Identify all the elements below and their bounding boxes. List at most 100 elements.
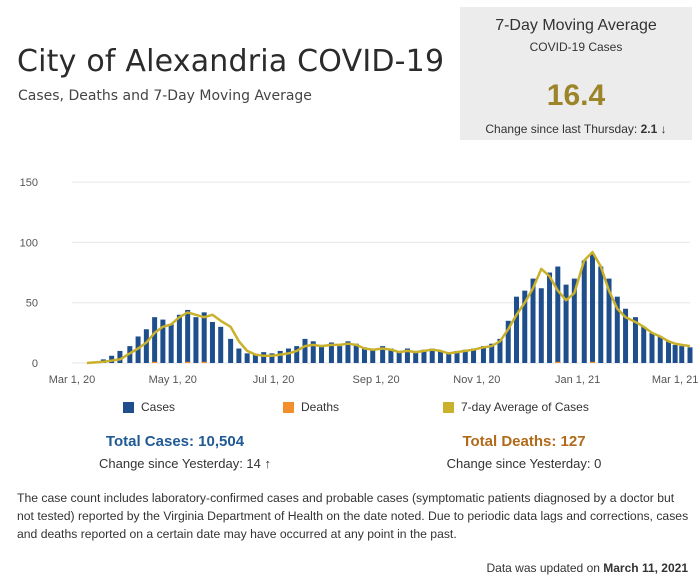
case-bar: [489, 343, 495, 363]
legend-item-deaths[interactable]: Deaths: [283, 400, 339, 414]
case-bar: [209, 322, 215, 363]
case-bar: [421, 349, 427, 363]
case-bar: [480, 346, 486, 363]
y-tick-label: 0: [32, 358, 38, 370]
case-bar: [632, 317, 638, 363]
case-bar: [657, 336, 663, 363]
death-bar: [152, 361, 158, 363]
y-tick-label: 50: [26, 298, 38, 310]
case-bar: [413, 350, 419, 363]
x-tick-label: May 1, 20: [149, 374, 197, 386]
case-bar: [505, 320, 511, 363]
x-tick-label: Mar 1, 20: [49, 374, 95, 386]
cases-swatch-icon: [123, 401, 134, 413]
cases-change: Change since Yesterday: 14 ↑: [55, 456, 315, 471]
case-bar: [590, 254, 596, 363]
deaths-change: Change since Yesterday: 0: [446, 456, 602, 471]
case-bar: [462, 349, 468, 363]
case-bar: [294, 346, 300, 363]
case-bar: [396, 350, 402, 363]
case-bar: [168, 324, 174, 363]
case-bar: [236, 348, 242, 363]
x-tick-label: Mar 1, 21: [652, 374, 698, 386]
case-bar: [388, 348, 394, 363]
total-deaths: Total Deaths: 127: [462, 433, 586, 450]
case-bar: [471, 348, 477, 363]
case-bar: [404, 348, 410, 363]
footnote: The case count includes laboratory-confi…: [17, 491, 689, 541]
case-bar: [606, 278, 612, 363]
case-bar: [522, 290, 528, 363]
death-bar: [201, 361, 207, 363]
page-title: City of Alexandria COVID-19: [17, 44, 445, 79]
case-bar: [547, 272, 553, 363]
updated-label: Data was updated on: [486, 561, 600, 575]
case-bar: [581, 260, 587, 363]
case-bar: [319, 344, 325, 363]
moving-average-line: [86, 250, 691, 365]
case-bar: [538, 288, 544, 363]
legend-item-cases[interactable]: Cases: [123, 400, 175, 414]
cases-change-text: Change since Yesterday: 14: [98, 456, 261, 471]
case-bar: [143, 329, 149, 363]
case-bar: [513, 296, 519, 363]
case-bar: [328, 342, 334, 363]
case-bar: [370, 348, 376, 363]
case-bar: [623, 308, 629, 363]
case-bar: [261, 352, 267, 363]
kpi-change: Change since last Thursday: 2.1 ↓: [460, 122, 692, 136]
case-bar: [446, 352, 452, 363]
moving-average-card: 7-Day Moving Average COVID-19 Cases 16.4…: [460, 7, 692, 140]
legend-item-avg[interactable]: 7-day Average of Cases: [443, 400, 589, 414]
case-bar: [454, 350, 460, 363]
x-tick-label: Sep 1, 20: [352, 374, 399, 386]
arrow-up-icon: ↑: [264, 456, 272, 471]
updated-date: March 11, 2021: [603, 561, 688, 575]
x-tick-label: Jan 1, 21: [555, 374, 600, 386]
case-bar: [252, 354, 258, 363]
case-bar: [353, 343, 359, 363]
case-bar: [244, 353, 250, 363]
covid-chart: 0 50 100 150 Mar 1, 20 May 1, 20 Jul 1, 20 Sep …: [20, 177, 699, 386]
legend-label-cases: Cases: [141, 400, 176, 414]
case-bar: [555, 266, 561, 363]
death-bar: [590, 361, 596, 363]
case-bar: [302, 338, 308, 363]
case-bar: [437, 350, 443, 363]
case-bar: [429, 348, 435, 363]
case-bar: [530, 278, 536, 363]
case-bar: [679, 346, 685, 363]
case-bar: [571, 278, 577, 363]
case-bar: [152, 317, 158, 363]
kpi-change-label: Change since last Thursday:: [485, 122, 638, 136]
case-bar: [285, 348, 291, 363]
case-bar: [345, 341, 351, 363]
case-bar: [361, 347, 367, 363]
y-tick-label: 100: [20, 237, 38, 249]
kpi-change-value: 2.1: [640, 122, 658, 136]
x-tick-label: Nov 1, 20: [453, 374, 500, 386]
case-bar: [160, 319, 166, 363]
kpi-value: 16.4: [546, 79, 606, 112]
legend-label-avg: 7-day Average of Cases: [461, 400, 589, 414]
case-bar: [117, 350, 123, 363]
case-bar: [310, 341, 316, 363]
y-tick-label: 150: [20, 177, 38, 189]
case-bar: [497, 338, 503, 363]
case-bar: [337, 346, 343, 363]
case-bar: [185, 309, 191, 363]
updated-note: Data was updated on March 11, 2021: [487, 561, 689, 575]
case-bar: [176, 314, 182, 363]
death-bar: [185, 361, 191, 363]
case-bar: [614, 296, 620, 363]
case-bar: [649, 332, 655, 363]
case-bar: [380, 346, 386, 363]
death-bar: [555, 361, 561, 363]
avg-swatch-icon: [443, 401, 454, 413]
case-bar: [193, 317, 199, 363]
kpi-title: 7-Day Moving Average: [495, 17, 657, 34]
kpi-subtitle: COVID-19 Cases: [529, 40, 623, 54]
deaths-swatch-icon: [283, 401, 294, 413]
case-bar: [269, 353, 275, 363]
case-bar: [218, 326, 224, 363]
